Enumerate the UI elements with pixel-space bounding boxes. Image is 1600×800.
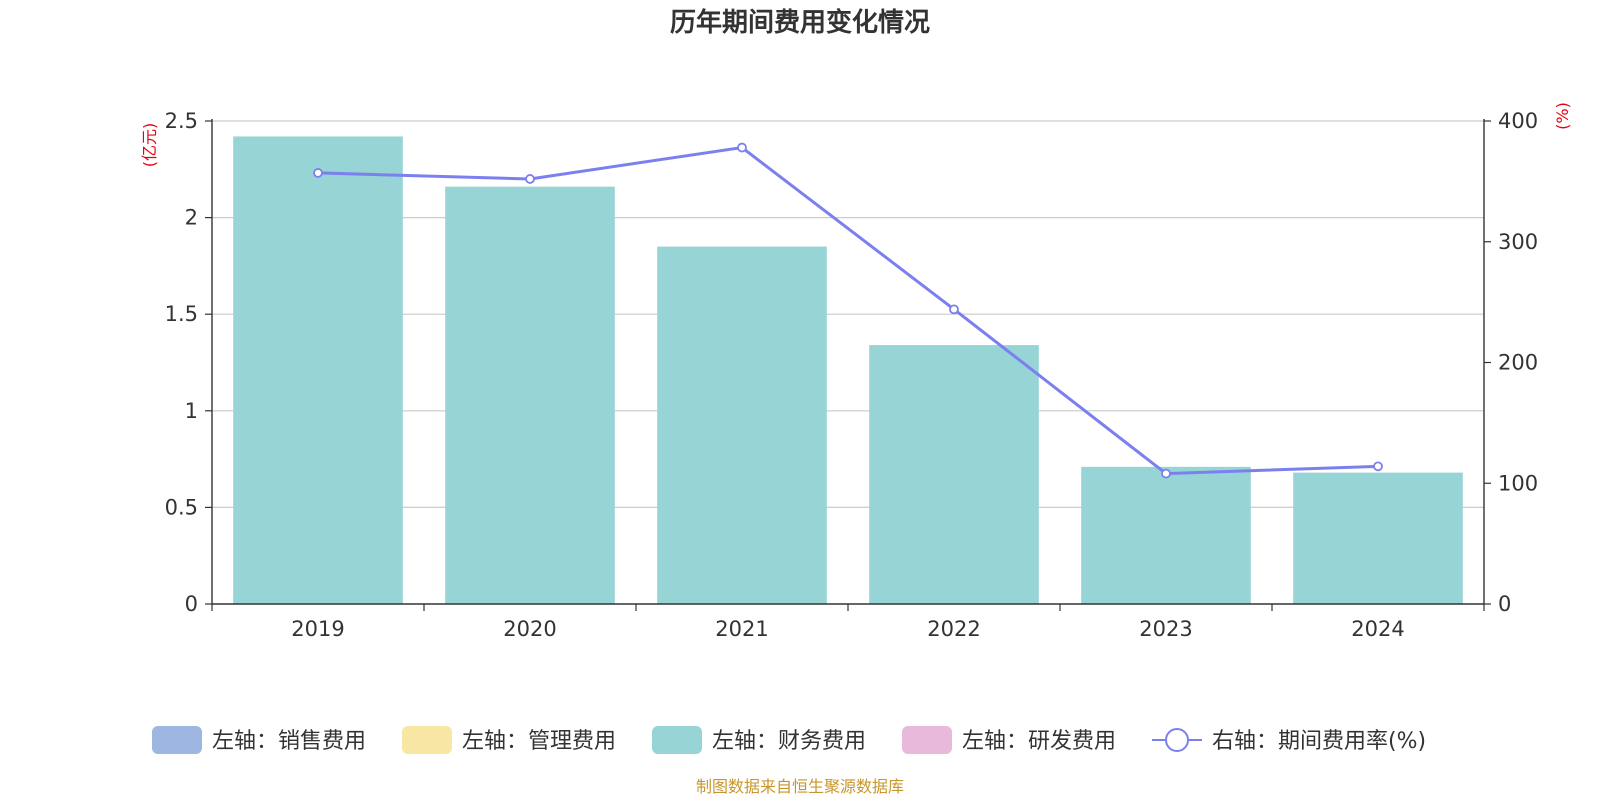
left-tick-label: 0	[185, 592, 198, 616]
right-tick-label: 400	[1498, 109, 1538, 133]
bar	[869, 345, 1039, 604]
x-tick-label: 2022	[927, 617, 980, 641]
bar	[1081, 466, 1251, 604]
rate-line	[313, 142, 1383, 479]
x-tick-label: 2021	[715, 617, 768, 641]
bar	[445, 186, 615, 605]
legend-label: 左轴：管理费用	[462, 729, 616, 754]
right-tick-label: 200	[1498, 351, 1538, 375]
rate-point	[525, 174, 535, 184]
bar	[233, 136, 403, 604]
legend-swatch	[652, 726, 702, 754]
right-axis-unit: (%)	[1553, 102, 1572, 130]
right-tick-label: 300	[1498, 230, 1538, 254]
rate-line-path	[317, 145, 1379, 476]
grid	[212, 120, 1484, 508]
chart-title: 历年期间费用变化情况	[670, 7, 930, 38]
right-tick-label: 100	[1498, 471, 1538, 495]
x-tick-label: 2024	[1351, 617, 1404, 641]
legend-label: 右轴：期间费用率(%)	[1212, 729, 1426, 754]
data-source: 制图数据来自恒生聚源数据库	[696, 777, 904, 796]
legend-marker	[1165, 728, 1189, 752]
rate-point	[313, 168, 323, 178]
rate-point	[949, 304, 959, 315]
legend-swatch	[402, 726, 452, 754]
left-axis-unit: (亿元)	[140, 123, 159, 168]
rate-point	[1161, 468, 1171, 479]
left-tick-label: 2.5	[165, 109, 198, 133]
left-tick-label: 1	[185, 399, 198, 423]
x-tick-label: 2020	[503, 617, 556, 641]
legend-swatch	[902, 726, 952, 754]
bar	[1293, 472, 1463, 604]
right-tick-label: 0	[1498, 592, 1511, 616]
legend-label: 左轴：销售费用	[212, 729, 366, 754]
legend-label: 左轴：研发费用	[962, 729, 1116, 754]
legend-label: 左轴：财务费用	[712, 729, 866, 754]
legend-swatch	[152, 726, 202, 754]
left-tick-label: 2	[185, 206, 198, 230]
bar	[657, 246, 827, 604]
axes: 0 0.5 1 1.5 2 2.5 0 100 200 300 400 2019 2020 2021 202…	[165, 109, 1539, 641]
rate-point	[1373, 461, 1383, 472]
x-tick-label: 2019	[291, 617, 344, 641]
rate-point	[737, 142, 747, 153]
legend: 左轴：销售费用 左轴：管理费用 左轴：财务费用 左轴：研发费用 右轴：期间费用率(%)	[152, 726, 1426, 754]
left-tick-label: 0.5	[165, 495, 198, 519]
x-tick-label: 2023	[1139, 617, 1192, 641]
left-tick-label: 1.5	[165, 302, 198, 326]
bars	[233, 136, 1463, 605]
